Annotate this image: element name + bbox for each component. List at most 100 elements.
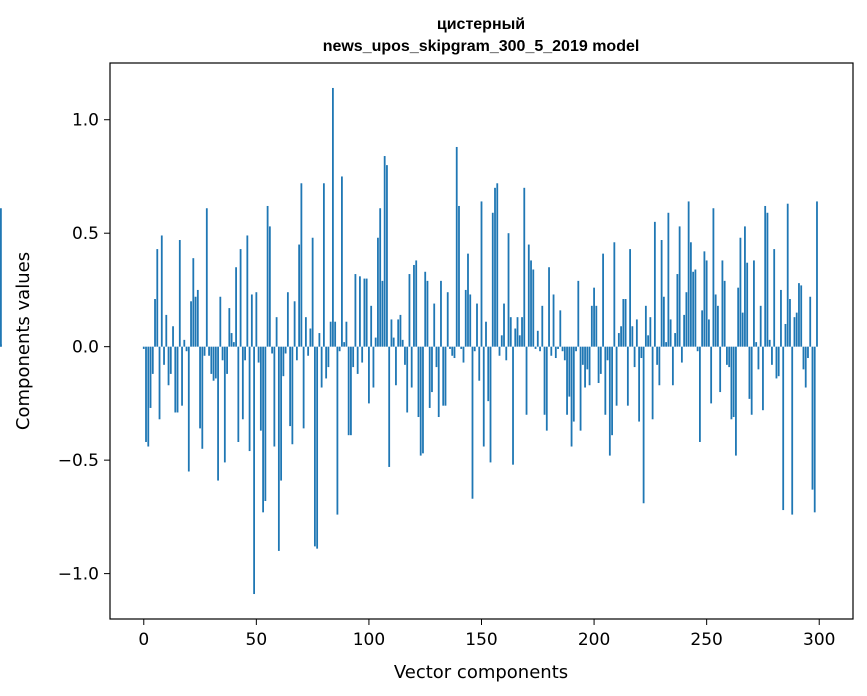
bar-290	[795, 312, 798, 347]
bar-87	[338, 346, 341, 352]
bar-176	[539, 346, 541, 352]
bar-207	[608, 346, 611, 456]
bar-217	[631, 326, 634, 347]
bar-284	[782, 346, 785, 511]
bar-191	[572, 346, 575, 422]
bar-292	[800, 285, 803, 347]
x-axis-label: Vector components	[394, 662, 568, 683]
bar-61	[280, 346, 283, 481]
bar-97	[361, 346, 364, 363]
bar-233	[667, 212, 670, 347]
bar-130	[435, 346, 438, 368]
bar-106	[381, 280, 384, 347]
bar-150	[480, 201, 483, 347]
bar-192	[575, 346, 577, 352]
bar-182	[552, 294, 555, 347]
bar-203	[599, 346, 602, 374]
bar-101	[370, 305, 373, 347]
bar-174	[534, 346, 537, 349]
x-tick-label: 300	[803, 630, 835, 650]
bar-70	[300, 183, 303, 347]
chart-title-line1: цистерный	[437, 16, 525, 33]
bar-56	[268, 226, 271, 347]
y-tick-label: −0.5	[58, 451, 99, 471]
bar-285	[784, 323, 787, 347]
bar-85	[334, 321, 337, 347]
bar-155	[491, 212, 494, 347]
bar-48	[250, 294, 253, 347]
bar-297	[811, 346, 814, 490]
bar-40	[232, 342, 235, 347]
bar-185	[559, 310, 562, 347]
bar-149	[478, 346, 481, 381]
bar-226	[651, 346, 654, 420]
bar-32	[214, 346, 217, 379]
bar-249	[703, 251, 706, 347]
bar-113	[397, 319, 400, 347]
bar-184	[557, 346, 559, 349]
bar-80	[322, 183, 325, 347]
bar-92	[350, 346, 352, 436]
bar-299	[816, 201, 818, 347]
bar-288	[791, 346, 794, 515]
bar-171	[527, 244, 530, 347]
bar-78	[318, 333, 321, 347]
y-tick-label: 1.0	[72, 111, 99, 131]
bar-187	[563, 346, 566, 361]
bar-183	[554, 346, 557, 359]
bar-197	[586, 346, 589, 370]
bar-54	[264, 346, 267, 501]
x-tick-label: 200	[578, 630, 610, 650]
bar-148	[476, 303, 478, 347]
bar-230	[660, 240, 663, 347]
bar-264	[737, 287, 740, 347]
bar-18	[183, 339, 186, 347]
bar-281	[775, 346, 778, 379]
bar-119	[410, 346, 413, 388]
bar-114	[399, 314, 402, 347]
bar-57	[271, 346, 274, 354]
bar-143	[464, 289, 467, 347]
bar-11	[167, 346, 170, 386]
bar-71	[302, 346, 305, 429]
bar-228	[656, 346, 659, 365]
bar-215	[626, 346, 629, 406]
bar-267	[744, 226, 746, 347]
bar-283	[780, 289, 782, 347]
bar-280	[773, 249, 776, 347]
bar-42	[237, 346, 240, 442]
bar-236	[674, 333, 677, 347]
bar-132	[440, 280, 442, 347]
bar-268	[746, 262, 749, 347]
bar-84	[332, 87, 334, 347]
bar-163	[509, 317, 512, 347]
bar-165	[514, 328, 517, 347]
y-tick-label: 0.0	[72, 338, 99, 358]
bar-115	[401, 339, 404, 347]
bar-271	[753, 260, 755, 347]
chart-title-line2: news_upos_skipgram_300_5_2019 model	[323, 38, 640, 55]
bar-64	[286, 292, 289, 347]
bar-90	[345, 321, 348, 347]
bar-9	[163, 346, 165, 365]
bar-24	[196, 289, 199, 347]
bar-33	[217, 346, 219, 481]
bar-8	[160, 235, 163, 347]
bar-77	[316, 346, 319, 549]
bar-59	[275, 317, 278, 347]
bar-74	[309, 328, 312, 347]
bar-112	[395, 346, 397, 386]
bar-88	[341, 176, 343, 347]
bar-260	[728, 346, 731, 368]
bar-121	[415, 260, 418, 347]
bar-69	[298, 244, 301, 347]
bar-286	[786, 203, 789, 347]
bar-65	[289, 346, 292, 427]
bar-63	[284, 346, 287, 354]
bar-140	[458, 205, 460, 347]
bar-253	[712, 208, 715, 347]
bar-239	[680, 346, 683, 363]
bar-43	[239, 249, 242, 347]
bar-219	[635, 319, 638, 347]
bar-126	[426, 280, 429, 347]
